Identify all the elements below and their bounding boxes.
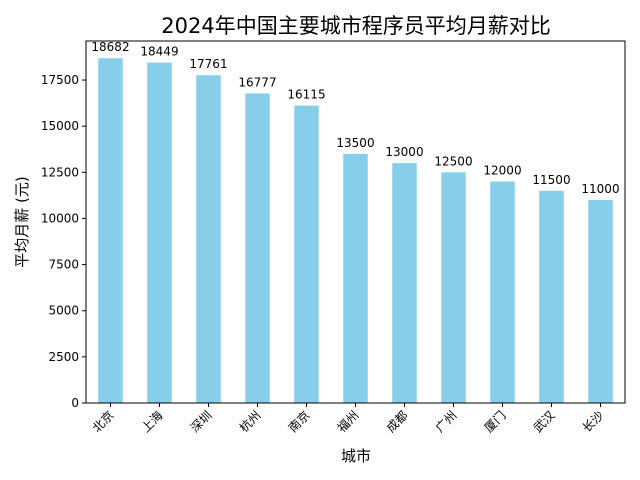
bar bbox=[588, 200, 613, 403]
y-axis: 0 2500 5000 7500 10000 12500 15000 17500 bbox=[41, 73, 86, 410]
bar bbox=[196, 75, 221, 403]
bar bbox=[392, 163, 417, 403]
x-tick-label: 广州 bbox=[433, 408, 460, 435]
y-tick-label: 17500 bbox=[41, 73, 79, 87]
data-label: 12500 bbox=[434, 154, 472, 168]
y-tick-label: 12500 bbox=[41, 165, 79, 179]
y-tick-label: 15000 bbox=[41, 119, 79, 133]
data-label: 18449 bbox=[140, 45, 178, 59]
plot-frame bbox=[85, 40, 626, 404]
x-tick-label: 武汉 bbox=[531, 408, 558, 435]
y-tick-label: 2500 bbox=[48, 350, 79, 364]
bar bbox=[490, 181, 515, 403]
chart-title: 2024年中国主要城市程序员平均月薪对比 bbox=[161, 14, 550, 38]
bar bbox=[294, 105, 319, 403]
bar bbox=[98, 58, 123, 404]
x-tick-label: 福州 bbox=[334, 408, 362, 436]
x-tick-label: 厦门 bbox=[481, 408, 509, 436]
data-labels: 18682 18449 17761 16777 16115 13500 13000 12500… bbox=[91, 40, 619, 196]
x-tick-label: 长沙 bbox=[580, 408, 607, 435]
data-label: 16777 bbox=[238, 75, 276, 89]
x-tick-label: 上海 bbox=[138, 408, 166, 436]
data-label: 17761 bbox=[189, 57, 227, 71]
x-axis: 北京 上海 深圳 杭州 南京 福州 成都 广州 厦门 武汉 长沙 bbox=[90, 403, 607, 435]
data-label: 11000 bbox=[581, 182, 619, 196]
x-tick-label: 南京 bbox=[285, 408, 313, 436]
y-tick-label: 5000 bbox=[48, 304, 79, 318]
x-tick-label: 北京 bbox=[90, 408, 117, 435]
data-label: 13000 bbox=[385, 145, 423, 159]
y-tick-label: 7500 bbox=[48, 258, 79, 272]
bar bbox=[147, 62, 172, 403]
x-tick-label: 杭州 bbox=[236, 408, 264, 436]
data-label: 11500 bbox=[532, 173, 570, 187]
data-label: 12000 bbox=[483, 164, 521, 178]
x-tick-label: 成都 bbox=[384, 408, 411, 435]
bar bbox=[441, 172, 466, 403]
x-axis-label: 城市 bbox=[341, 447, 371, 465]
x-tick-label: 深圳 bbox=[188, 408, 215, 435]
bars bbox=[98, 58, 613, 404]
data-label: 16115 bbox=[287, 88, 325, 102]
y-axis-label: 平均月薪 (元) bbox=[13, 176, 31, 267]
y-tick-label: 10000 bbox=[41, 211, 79, 225]
bar bbox=[343, 153, 368, 403]
bar bbox=[539, 190, 564, 403]
bar bbox=[245, 93, 270, 404]
data-label: 18682 bbox=[91, 40, 129, 54]
data-label: 13500 bbox=[336, 136, 374, 150]
y-tick-label: 0 bbox=[71, 396, 79, 410]
